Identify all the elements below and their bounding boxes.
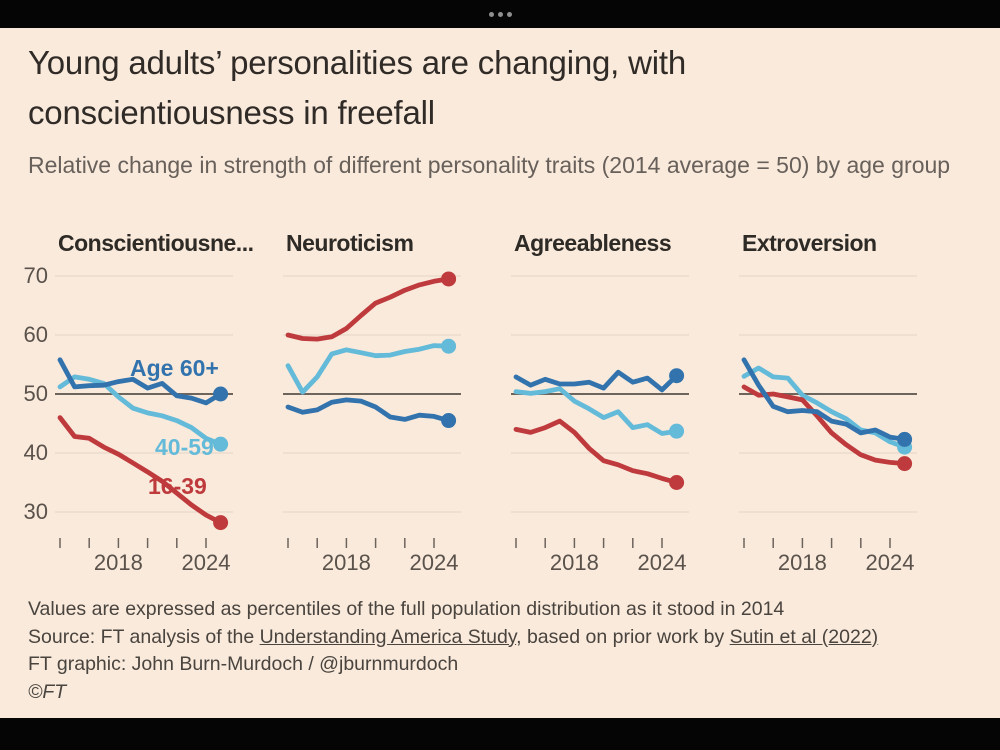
series-line-age-60- xyxy=(513,369,680,393)
y-axis-label: 60 xyxy=(23,322,48,347)
y-axis-label: 30 xyxy=(23,499,48,524)
series-end-dot-16-39 xyxy=(213,515,229,531)
source-line: Source: FT analysis of the Understanding… xyxy=(28,624,978,652)
panel-chart: 2018 2024 xyxy=(739,275,917,575)
series-end-dot-40-59 xyxy=(669,423,685,439)
x-tick-label: 2024 xyxy=(182,550,231,575)
chart-panel: Conscientiousne... 2018 2024 Age 60+ 40-59 16… xyxy=(55,228,254,580)
series-line-40-59 xyxy=(285,343,452,395)
page-title: Young adults’ personalities are changing… xyxy=(28,44,686,131)
x-tick-label: 2018 xyxy=(550,550,599,575)
copyright: ©FT xyxy=(28,680,67,703)
series-end-dot-age-60- xyxy=(669,368,685,384)
top-bar xyxy=(0,0,1000,28)
source-text: , based on prior work by xyxy=(516,625,730,648)
series-end-dot-16-39 xyxy=(897,456,913,472)
series-end-dot-16-39 xyxy=(441,271,457,287)
x-tick-label: 2024 xyxy=(638,550,687,575)
ellipsis-dot xyxy=(488,11,494,17)
chart-region: 70 60 50 40 30 Conscientiousne... 2018 2024 Age … xyxy=(0,228,1000,580)
y-axis-label: 50 xyxy=(23,381,48,406)
chart-panel: Agreeableness 2018 2024 xyxy=(511,228,693,580)
panel-title: Agreeableness xyxy=(514,230,672,256)
series-end-dot-40-59 xyxy=(213,436,229,452)
ellipsis-icon[interactable] xyxy=(479,6,522,23)
x-tick-label: 2018 xyxy=(322,550,371,575)
page-subtitle: Relative change in strength of different… xyxy=(28,152,951,178)
series-line-16-39 xyxy=(57,415,224,526)
series-end-dot-16-39 xyxy=(669,475,685,490)
series-label-40-59: 40-59 xyxy=(155,434,214,460)
y-axis-label: 40 xyxy=(23,440,48,465)
series-line-age-60- xyxy=(741,357,908,442)
series-line-40-59 xyxy=(513,386,680,436)
ellipsis-dot xyxy=(497,11,503,17)
series-label-age-60-: Age 60+ xyxy=(130,355,219,381)
x-tick-label: 2024 xyxy=(410,550,459,575)
series-line-16-39 xyxy=(741,384,908,467)
chart-panel: Extroversion 2018 2024 xyxy=(739,228,921,580)
y-axis-label: 70 xyxy=(23,263,48,288)
series-line-16-39 xyxy=(513,418,680,485)
x-tick-label: 2018 xyxy=(94,550,143,575)
footer: Values are expressed as percentiles of t… xyxy=(28,596,978,706)
series-line-age-60- xyxy=(57,357,224,406)
series-end-dot-age-60- xyxy=(897,431,913,447)
panel-chart: 2018 2024 xyxy=(511,275,689,575)
panel-title: Extroversion xyxy=(742,230,877,256)
x-tick-label: 2024 xyxy=(866,550,915,575)
series-line-40-59 xyxy=(741,365,908,450)
chart-panel: Neuroticism 2018 2024 xyxy=(283,228,465,580)
series-label-16-39: 16-39 xyxy=(148,473,207,499)
link-sutin-et-al[interactable]: Sutin et al (2022) xyxy=(729,625,879,648)
series-end-dot-age-60- xyxy=(441,413,457,429)
bottom-bar xyxy=(0,718,1000,750)
credit-line: FT graphic: John Burn-Murdoch / @jburnmu… xyxy=(28,653,459,675)
chart-card: Young adults’ personalities are changing… xyxy=(0,28,1000,718)
x-tick-label: 2018 xyxy=(778,550,827,575)
link-understanding-america-study[interactable]: Understanding America Study xyxy=(259,625,517,648)
ellipsis-dot xyxy=(506,11,512,17)
panel-chart: 2018 2024 Age 60+ 40-59 16-39 xyxy=(55,275,233,575)
series-end-dot-age-60- xyxy=(213,386,229,402)
footnote: Values are expressed as percentiles of t… xyxy=(28,598,785,620)
source-text: Source: FT analysis of the xyxy=(28,625,260,648)
series-end-dot-40-59 xyxy=(441,338,457,354)
panel-title: Neuroticism xyxy=(286,230,414,256)
series-line-16-39 xyxy=(285,276,452,342)
series-line-40-59 xyxy=(57,374,224,447)
series-line-age-60- xyxy=(285,397,452,424)
panel-title: Conscientiousne... xyxy=(58,230,254,256)
panel-chart: 2018 2024 xyxy=(283,271,461,575)
